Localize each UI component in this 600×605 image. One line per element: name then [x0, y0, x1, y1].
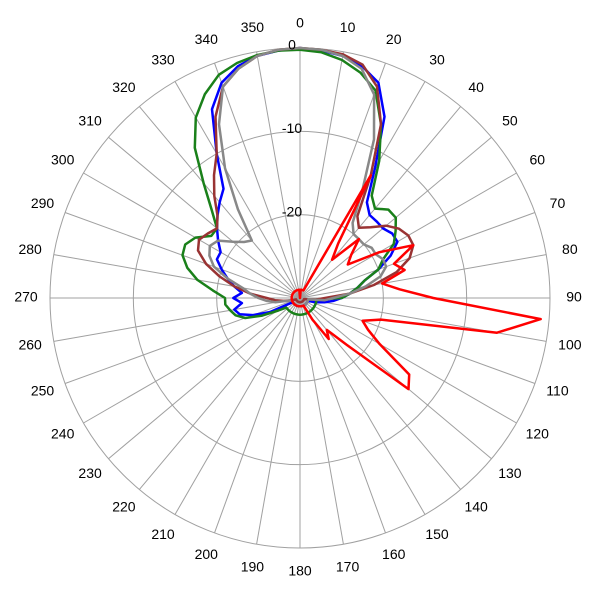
spoke [83, 172, 301, 299]
pattern-line [181, 48, 398, 320]
spoke [299, 297, 547, 342]
angle-label: 100 [558, 336, 582, 352]
angle-label: 60 [530, 152, 546, 168]
angle-label: 350 [241, 19, 265, 35]
spoke [299, 297, 492, 460]
angle-label: 270 [14, 289, 38, 305]
pattern-line [196, 46, 415, 304]
angle-label: 180 [288, 563, 312, 579]
spoke [108, 136, 301, 299]
angle-label: 10 [340, 19, 356, 35]
spoke [299, 297, 426, 515]
angle-label: 160 [382, 546, 406, 562]
angle-label: 110 [546, 382, 569, 398]
r-tick-label: 0 [288, 37, 296, 53]
angle-label: 260 [18, 336, 42, 352]
angle-label: 190 [241, 559, 265, 575]
angle-label: 300 [51, 152, 75, 168]
angle-label: 340 [195, 31, 219, 47]
spoke [64, 297, 301, 384]
angle-label: 250 [31, 382, 55, 398]
spoke [83, 297, 301, 424]
angle-label: 90 [566, 289, 582, 305]
angle-label: 220 [112, 499, 136, 515]
angle-label: 280 [18, 241, 42, 257]
angle-label: 120 [526, 426, 550, 442]
angle-label: 150 [425, 526, 449, 542]
r-tick-label: -20 [282, 203, 302, 219]
angle-label: 40 [468, 79, 484, 95]
spoke [53, 254, 301, 299]
angle-label: 30 [429, 51, 445, 67]
ring [216, 214, 384, 382]
spoke [138, 297, 301, 490]
spoke [108, 297, 301, 460]
spoke [299, 297, 344, 545]
r-tick-label: -10 [282, 120, 302, 136]
spoke [214, 62, 301, 299]
spoke [256, 297, 301, 545]
spoke [174, 297, 301, 515]
spoke [214, 297, 301, 534]
angle-label: 80 [562, 241, 578, 257]
spoke [299, 106, 462, 299]
angle-label: 240 [51, 426, 75, 442]
angle-label: 20 [386, 31, 402, 47]
angle-label: 230 [78, 465, 102, 481]
spoke [299, 297, 386, 534]
pattern-line [208, 46, 388, 308]
ring [132, 130, 468, 466]
pattern-line [290, 174, 542, 391]
angle-label: 320 [112, 79, 136, 95]
spoke [299, 51, 344, 299]
angle-label: 200 [195, 546, 219, 562]
angle-label: 330 [151, 51, 175, 67]
spoke [299, 297, 517, 424]
spoke [299, 254, 547, 299]
angle-label: 210 [151, 526, 175, 542]
spoke [53, 297, 301, 342]
angle-label: 140 [464, 499, 488, 515]
angle-label: 70 [550, 195, 566, 211]
spoke [256, 51, 301, 299]
spoke [299, 297, 536, 384]
spoke [299, 212, 536, 299]
angle-label: 0 [296, 15, 304, 31]
angle-label: 130 [498, 465, 522, 481]
angle-label: 310 [78, 113, 102, 129]
spoke [299, 62, 386, 299]
angle-label: 50 [502, 113, 518, 129]
angle-label: 290 [31, 195, 55, 211]
angle-label: 170 [336, 559, 360, 575]
